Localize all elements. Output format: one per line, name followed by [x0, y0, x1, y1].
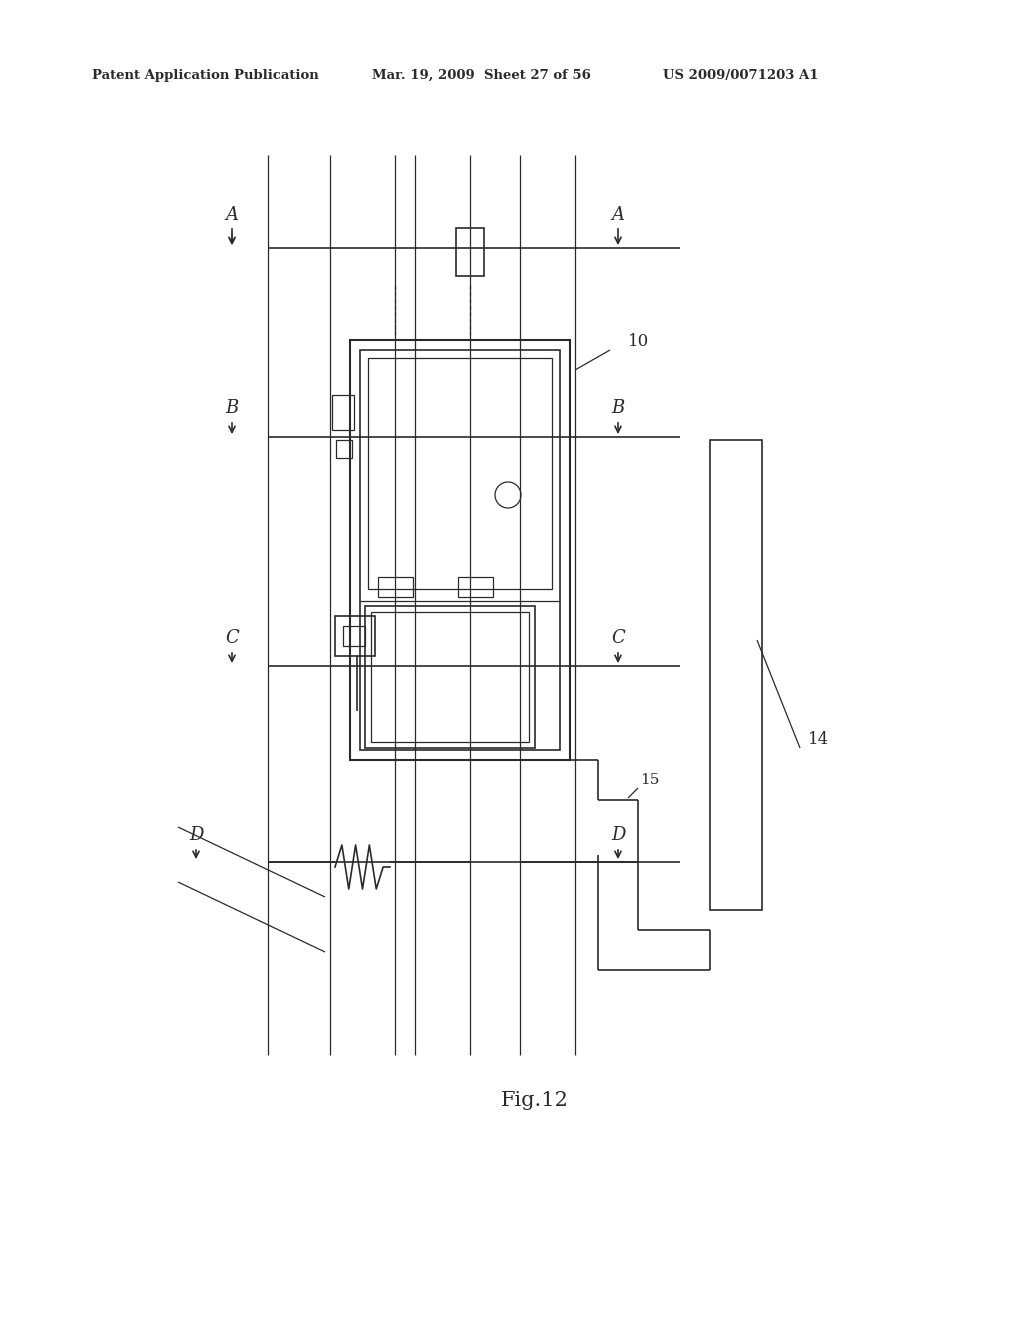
Text: D: D	[188, 826, 203, 843]
Bar	[365, 606, 535, 748]
Text: Fig.12: Fig.12	[501, 1090, 569, 1110]
Bar	[343, 626, 365, 645]
Text: C: C	[611, 630, 625, 647]
Text: 14: 14	[808, 731, 829, 748]
Text: 10: 10	[628, 334, 649, 351]
Bar	[378, 577, 413, 597]
Text: A: A	[611, 206, 625, 224]
Text: B: B	[225, 399, 239, 417]
Text: Mar. 19, 2009  Sheet 27 of 56: Mar. 19, 2009 Sheet 27 of 56	[372, 69, 591, 82]
Text: US 2009/0071203 A1: US 2009/0071203 A1	[663, 69, 818, 82]
Bar	[336, 440, 352, 458]
Text: C: C	[225, 630, 239, 647]
Bar	[335, 616, 375, 656]
Text: B: B	[611, 399, 625, 417]
Text: 15: 15	[640, 774, 659, 787]
Bar	[368, 358, 552, 589]
Bar	[371, 612, 529, 742]
Bar	[360, 350, 560, 750]
Bar	[458, 577, 493, 597]
Bar	[710, 440, 762, 909]
Text: Patent Application Publication: Patent Application Publication	[92, 69, 318, 82]
Bar	[456, 228, 484, 276]
Bar	[332, 395, 354, 430]
Text: D: D	[610, 826, 626, 843]
Bar	[350, 341, 570, 760]
Text: A: A	[225, 206, 239, 224]
